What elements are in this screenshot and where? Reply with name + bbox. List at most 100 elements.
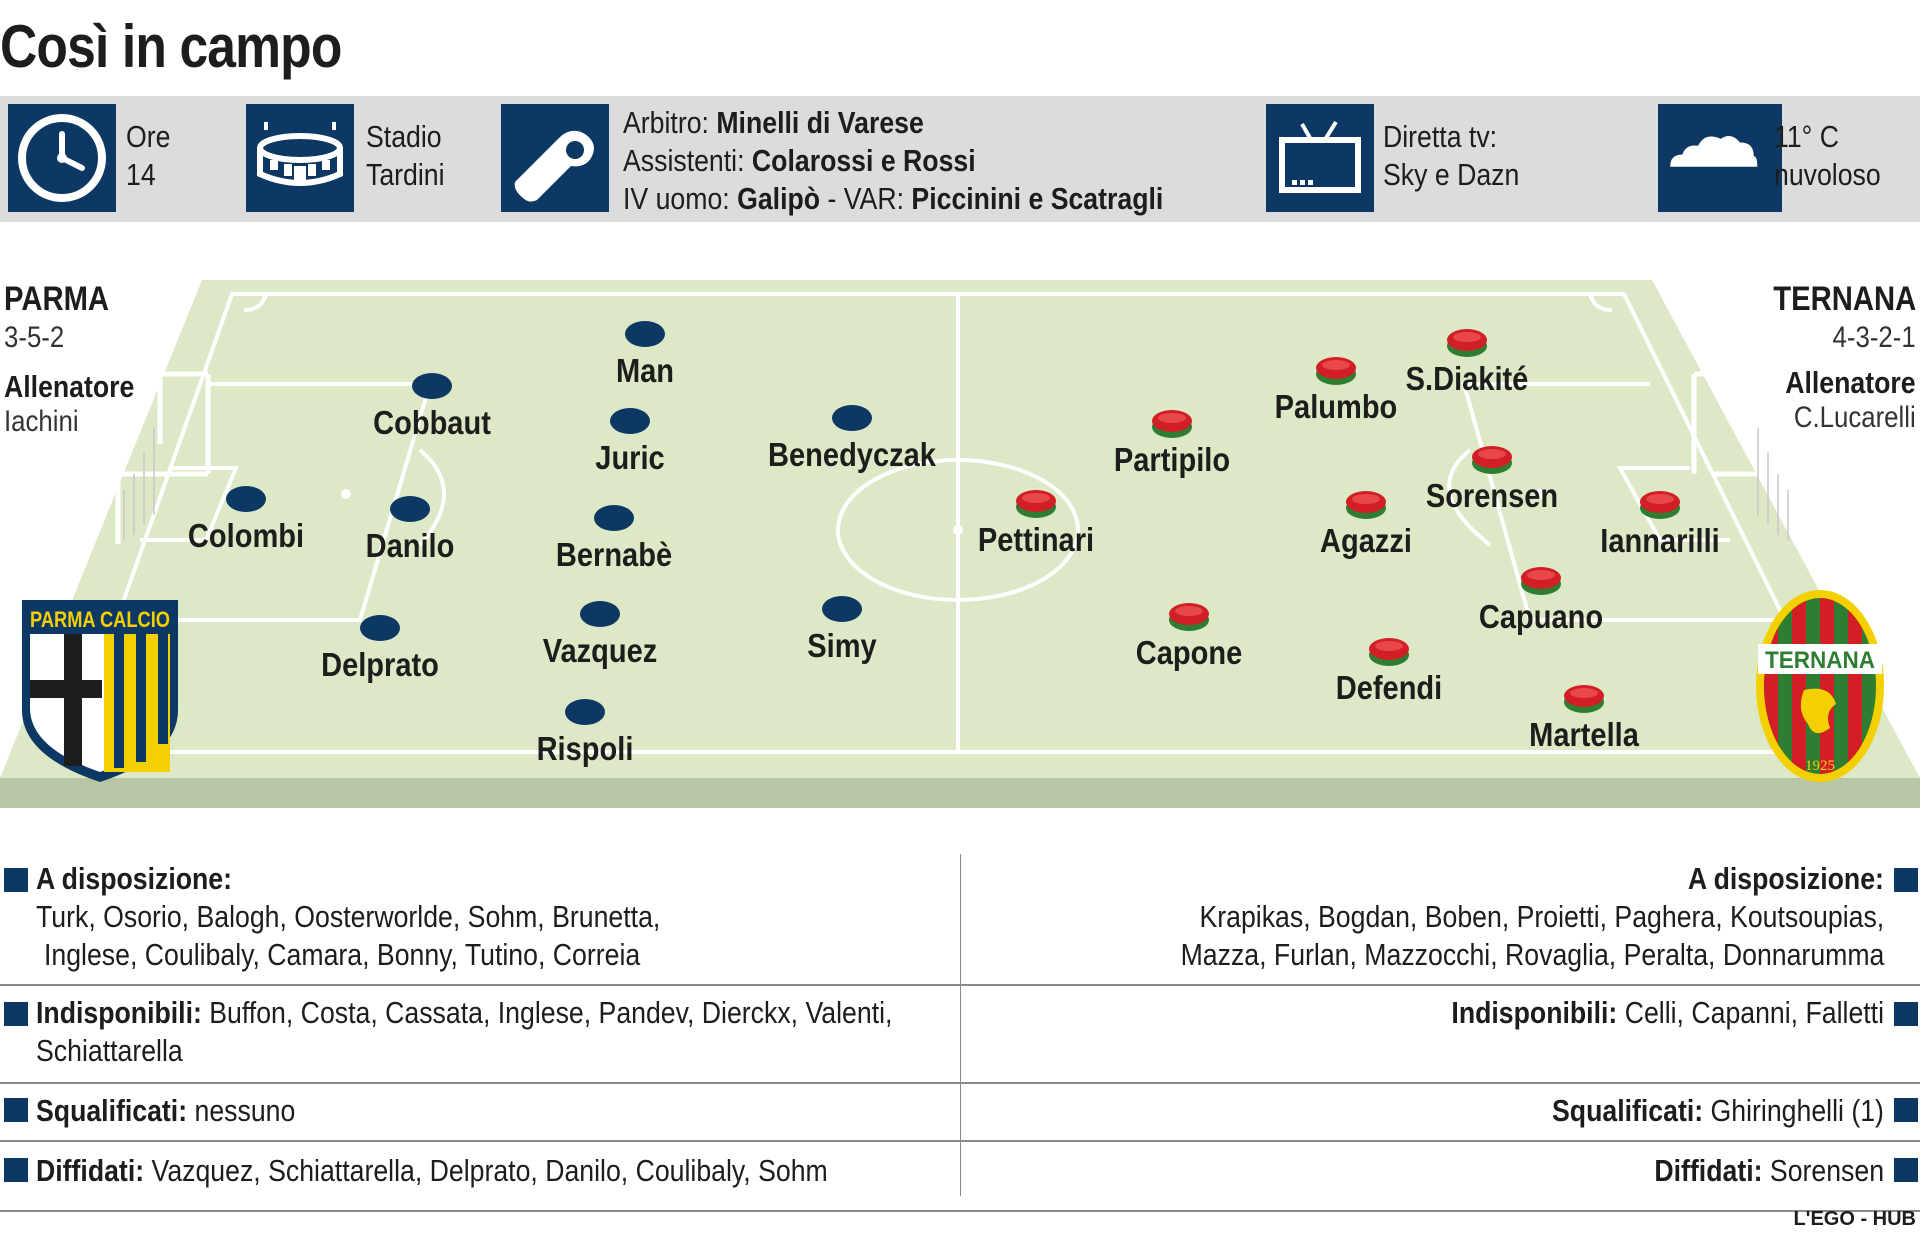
stadium-info: Stadio Tardini <box>366 119 445 192</box>
player-name: Colombi <box>187 517 305 554</box>
player-name: Palumbo <box>1274 388 1398 425</box>
whistle-icon <box>501 104 609 212</box>
player-name: Benedyczak <box>768 436 936 473</box>
away-player: Defendi <box>1289 637 1489 707</box>
left-goal <box>115 371 211 544</box>
away-player-marker <box>1345 490 1387 519</box>
home-player: Danilo <box>310 495 510 565</box>
away-player: Sorensen <box>1392 445 1592 515</box>
tv-info: Diretta tv: Sky e Dazn <box>1383 119 1520 192</box>
home-player-marker <box>593 504 635 532</box>
player-name: Martella <box>1529 716 1639 753</box>
home-player: Juric <box>530 407 730 477</box>
svg-text:1925: 1925 <box>1805 758 1835 774</box>
away-player-marker <box>1315 356 1357 385</box>
home-player-marker <box>624 320 666 348</box>
away-a-disposizione: A disposizione: Krapikas, Bogdan, Boben,… <box>1180 861 1884 972</box>
away-player: Agazzi <box>1266 490 1466 560</box>
home-player-marker <box>389 495 431 523</box>
home-player: Colombi <box>146 485 346 555</box>
player-name: Defendi <box>1335 669 1443 706</box>
referees-info: Arbitro: Minelli di Varese Assistenti: C… <box>623 105 1164 216</box>
kickoff-time: Ore 14 <box>126 119 171 192</box>
weather-info: 11° C nuvoloso <box>1774 119 1881 192</box>
home-player-marker <box>609 407 651 435</box>
right-goal <box>1691 371 1799 544</box>
away-player: Palumbo <box>1236 356 1436 426</box>
home-team-header: PARMA 3-5-2 Allenatore Iachini <box>4 280 135 438</box>
home-player: Delprato <box>280 614 480 684</box>
parma-crest: PARMA CALCIO <box>22 600 178 782</box>
home-player: Bernabè <box>514 504 714 574</box>
home-player-marker <box>579 600 621 628</box>
player-name: Pettinari <box>977 521 1095 558</box>
bullet-marker <box>1894 1002 1918 1026</box>
away-indisponibili: Indisponibili: Celli, Capanni, Falletti <box>1451 995 1884 1030</box>
player-name: Agazzi <box>1320 522 1412 559</box>
bullet-marker <box>4 868 28 892</box>
home-player-marker <box>225 485 267 513</box>
svg-text:PARMA CALCIO: PARMA CALCIO <box>30 607 170 632</box>
home-player: Simy <box>742 595 942 665</box>
player-name: Cobbaut <box>373 404 491 441</box>
away-player-marker <box>1151 409 1193 438</box>
bullet-marker <box>4 1098 28 1122</box>
player-name: S.Diakité <box>1405 360 1529 397</box>
bullet-marker <box>4 1002 28 1026</box>
away-squalificati: Squalificati: Ghiringhelli (1) <box>1552 1093 1884 1128</box>
home-player: Vazquez <box>500 600 700 670</box>
clock-icon <box>8 104 116 212</box>
player-name: Man <box>615 352 675 389</box>
player-name: Juric <box>595 439 665 476</box>
player-name: Danilo <box>365 527 455 564</box>
player-name: Iannarilli <box>1600 522 1720 559</box>
credit: L'EGO - HUB <box>1793 1208 1916 1230</box>
home-player-marker <box>411 372 453 400</box>
home-player-marker <box>831 404 873 432</box>
away-player: Capuano <box>1441 566 1641 636</box>
away-player: Partipilo <box>1072 409 1272 479</box>
bullet-marker <box>1894 1098 1918 1122</box>
player-name: Sorensen <box>1425 477 1559 514</box>
player-name: Partipilo <box>1113 441 1231 478</box>
cloud-icon <box>1658 104 1782 212</box>
away-player-marker <box>1563 684 1605 713</box>
away-player-marker <box>1639 490 1681 519</box>
football-pitch: PARMA CALCIO TERNANA 1925 <box>0 280 1920 808</box>
home-player: Cobbaut <box>332 372 532 442</box>
tv-icon <box>1266 104 1374 212</box>
away-player: S.Diakité <box>1367 328 1567 398</box>
away-player-marker <box>1471 445 1513 474</box>
away-diffidati: Diffidati: Sorensen <box>1654 1153 1884 1188</box>
column-divider <box>960 854 961 1196</box>
home-squalificati: Squalificati: nessuno <box>36 1093 296 1128</box>
away-player-marker <box>1520 566 1562 595</box>
home-diffidati: Diffidati: Vazquez, Schiattarella, Delpr… <box>36 1153 828 1188</box>
bullet-marker <box>4 1158 28 1182</box>
away-player-marker <box>1168 602 1210 631</box>
home-player-marker <box>564 698 606 726</box>
away-team-header: TERNANA 4-3-2-1 Allenatore C.Lucarelli <box>1773 280 1916 434</box>
svg-text:TERNANA: TERNANA <box>1765 647 1875 674</box>
bullet-marker <box>1894 1158 1918 1182</box>
player-name: Vazquez <box>542 632 658 669</box>
player-name: Simy <box>807 627 877 664</box>
player-name: Capuano <box>1478 598 1604 635</box>
home-player: Benedyczak <box>752 404 952 474</box>
player-name: Bernabè <box>555 536 673 573</box>
player-name: Capone <box>1135 634 1243 671</box>
home-player-marker <box>359 614 401 642</box>
away-player-marker <box>1015 489 1057 518</box>
home-indisponibili: Indisponibili: Buffon, Costa, Cassata, I… <box>36 995 893 1068</box>
home-a-disposizione: A disposizione: Turk, Osorio, Balogh, Oo… <box>36 861 661 972</box>
player-name: Rispoli <box>536 730 634 767</box>
away-player-marker <box>1368 637 1410 666</box>
ternana-crest: TERNANA 1925 <box>1756 590 1884 782</box>
away-player: Martella <box>1484 684 1684 754</box>
home-player-marker <box>821 595 863 623</box>
stadium-icon <box>246 104 354 212</box>
away-player-marker <box>1446 328 1488 357</box>
match-info-band: Ore 14 Stadio Tardini Arbitro: Minelli d… <box>0 96 1920 222</box>
away-player: Pettinari <box>936 489 1136 559</box>
